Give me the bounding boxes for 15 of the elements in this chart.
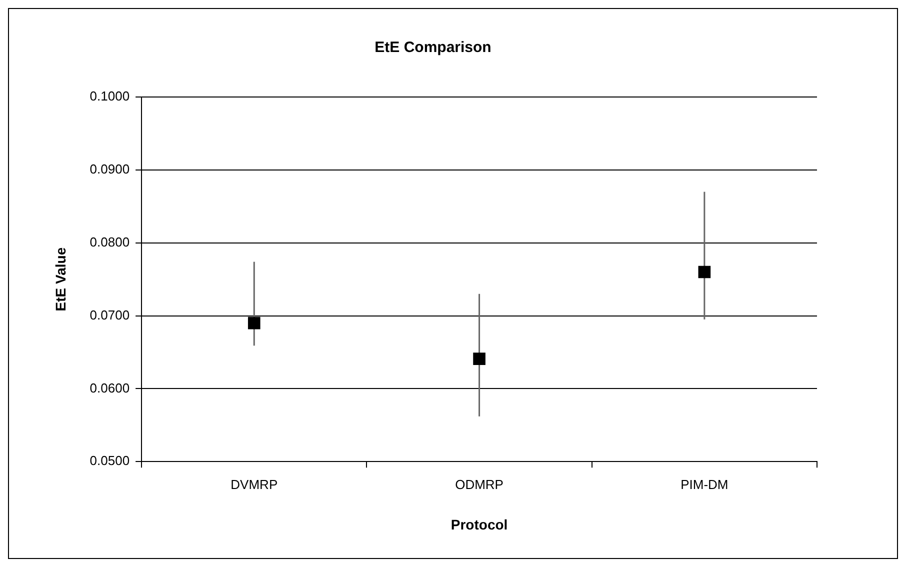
x-axis-title: Protocol (450, 516, 508, 532)
y-tick-label: 0.0700 (90, 307, 130, 322)
y-tick-label: 0.0900 (90, 162, 130, 176)
x-tick-label: PIM-DM (680, 476, 728, 492)
x-tick-label: ODMRP (455, 476, 504, 492)
chart-title: EtE Comparison (374, 39, 492, 56)
x-tick-label: DVMRP (230, 476, 278, 492)
point (248, 316, 260, 330)
point (698, 266, 711, 278)
point (473, 352, 486, 365)
y-tick-label: 0.0600 (90, 380, 130, 396)
y-axis-title: EtE Value (52, 247, 68, 312)
y-tick-label: 0.0800 (90, 234, 130, 250)
y-tick-label: 0.0500 (90, 453, 130, 468)
y-tick-label: 0.1000 (90, 88, 130, 104)
